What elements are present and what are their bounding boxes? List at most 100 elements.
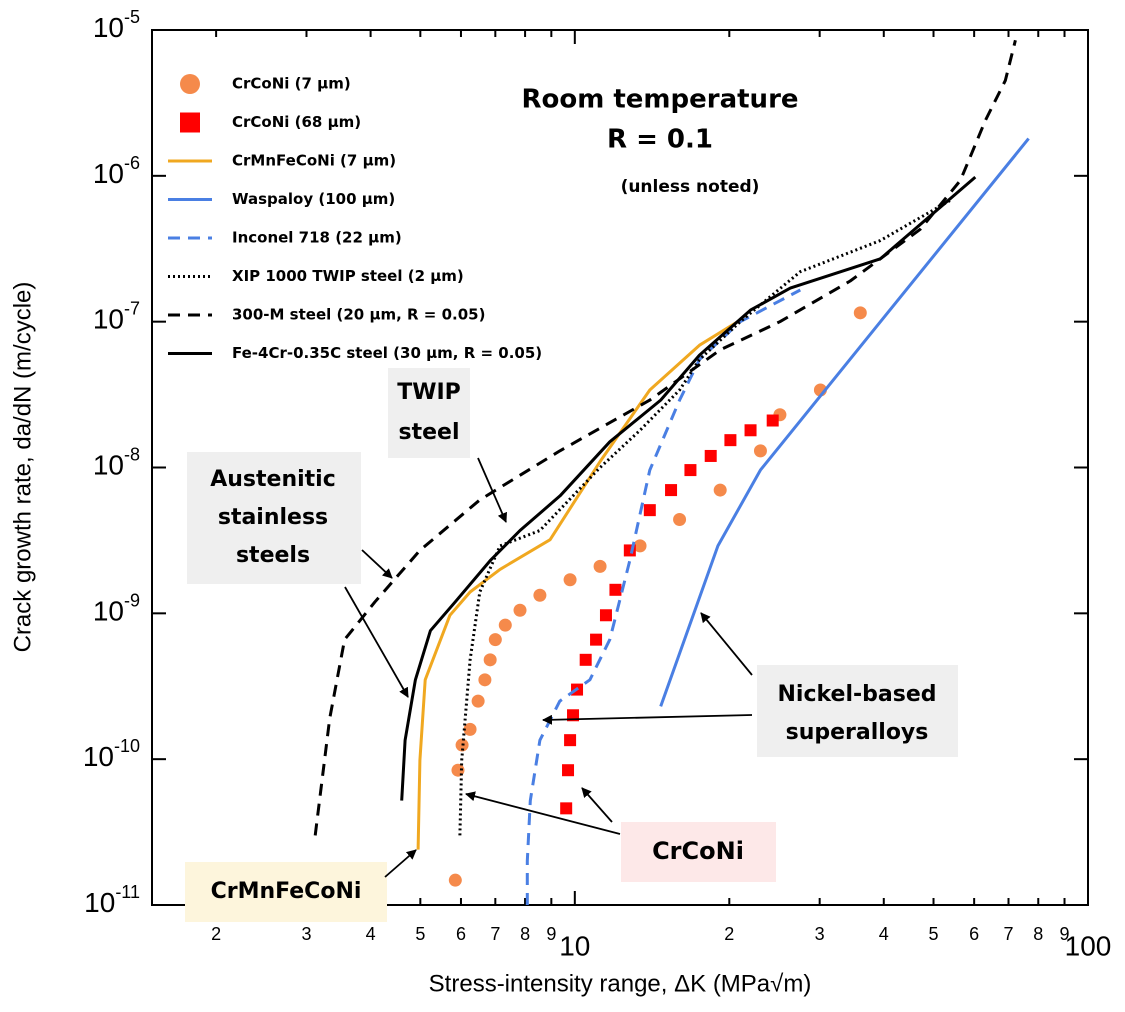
annotation-text: Austenitic: [210, 467, 336, 492]
x-tick-label: 5: [929, 924, 939, 944]
legend-label: CrCoNi (7 µm): [232, 75, 351, 93]
x-tick-label: 8: [1033, 924, 1043, 944]
y-tick-label: 10-5: [93, 7, 140, 44]
annotation-text: CrCoNi: [652, 837, 744, 865]
point: [483, 653, 497, 667]
annotation-text: (unless noted): [621, 177, 760, 197]
legend-marker: [180, 112, 200, 133]
annotation-box: [757, 665, 958, 757]
point: [478, 673, 492, 687]
y-tick-base: 10: [93, 304, 124, 335]
annotation-text: CrMnFeCoNi: [211, 879, 362, 904]
point: [579, 653, 592, 666]
x-tick-label: 2: [724, 924, 734, 944]
x-tick-label: 7: [1003, 924, 1013, 944]
annotation-text: stainless: [218, 505, 328, 530]
annotation-arrow: [700, 612, 753, 676]
x-tick-label: 10: [559, 930, 590, 961]
y-tick-base: 10: [83, 742, 114, 773]
point: [564, 734, 577, 747]
point: [562, 764, 575, 777]
y-tick-base: 10: [93, 12, 124, 43]
legend-marker: [180, 74, 200, 94]
point: [488, 633, 502, 647]
y-tick-label: 10-11: [84, 882, 140, 919]
y-tick-exponent: -10: [114, 736, 140, 756]
y-tick-exponent: -8: [124, 444, 140, 464]
point: [766, 414, 779, 427]
x-tick-label: 6: [456, 924, 466, 944]
point: [724, 434, 737, 447]
x-tick-label: 7: [490, 924, 500, 944]
annotation-text: Nickel-based: [778, 682, 937, 707]
y-tick-exponent: -6: [124, 153, 140, 173]
series-line: [525, 288, 801, 905]
annotation-text: steel: [399, 420, 460, 445]
legend-label: Waspaloy (100 µm): [232, 190, 395, 208]
point: [665, 484, 678, 497]
x-tick-label: 3: [815, 924, 825, 944]
annotation-box: [185, 862, 387, 922]
y-tick-base: 10: [84, 887, 115, 918]
x-tick-label: 9: [1060, 924, 1070, 944]
y-tick-label: 10-6: [93, 153, 140, 190]
series-line: [416, 314, 749, 850]
legend-label: 300-M steel (20 µm, R = 0.05): [232, 306, 485, 324]
legend-label: Inconel 718 (22 µm): [232, 229, 402, 247]
legend-label: CrCoNi (68 µm): [232, 113, 361, 131]
annotation-text: superalloys: [786, 720, 929, 745]
annotation-box: [187, 452, 361, 584]
x-axis-title: Stress-intensity range, ΔK (MPa√m): [429, 970, 812, 997]
point: [463, 722, 477, 736]
y-tick-exponent: -11: [115, 882, 140, 902]
point: [471, 694, 485, 708]
point: [498, 618, 512, 632]
annotation-arrow: [465, 791, 621, 835]
point: [567, 709, 580, 722]
series-line: [659, 137, 1030, 707]
y-tick-label: 10-9: [93, 590, 140, 627]
x-tick-label: 9: [546, 924, 556, 944]
x-tick-label: 2: [211, 924, 221, 944]
point: [513, 603, 527, 617]
point: [533, 588, 547, 602]
x-tick-label: 100: [1065, 930, 1112, 961]
point: [704, 449, 717, 462]
point: [673, 512, 687, 526]
y-tick-label: 10-8: [93, 444, 140, 481]
x-tick-label: 8: [520, 924, 530, 944]
point: [448, 873, 462, 887]
point: [643, 504, 656, 517]
y-tick-label: 10-7: [93, 298, 140, 335]
x-tick-label: 4: [879, 924, 889, 944]
annotation-text: R = 0.1: [607, 125, 713, 155]
series-line: [458, 198, 952, 836]
x-tick-label: 3: [301, 924, 311, 944]
point: [593, 559, 607, 573]
point: [609, 583, 622, 596]
annotation-arrow: [477, 457, 507, 523]
annotation-arrow: [542, 714, 753, 725]
legend-label: XIP 1000 TWIP steel (2 µm): [232, 267, 464, 285]
y-axis-title: Crack growth rate, da/dN (m/cycle): [9, 282, 36, 653]
annotation-arrow: [361, 549, 393, 579]
point: [599, 609, 612, 622]
annotation-arrow: [581, 787, 613, 823]
annotation-box: [621, 822, 776, 882]
annotation-box: [388, 368, 470, 458]
point: [563, 573, 577, 587]
series-line: [313, 39, 1017, 836]
annotation-text: TWIP: [397, 380, 461, 405]
annotation-arrow: [344, 586, 409, 698]
y-tick-base: 10: [93, 158, 124, 189]
series-line: [400, 175, 977, 801]
x-tick-label: 4: [366, 924, 376, 944]
point: [753, 444, 767, 458]
y-tick-label: 10-10: [83, 736, 140, 773]
y-tick-base: 10: [93, 450, 124, 481]
annotation-arrow: [384, 849, 417, 878]
point: [590, 633, 603, 646]
legend-label: CrMnFeCoNi (7 µm): [232, 152, 396, 170]
annotation-text: Room temperature: [521, 85, 798, 115]
